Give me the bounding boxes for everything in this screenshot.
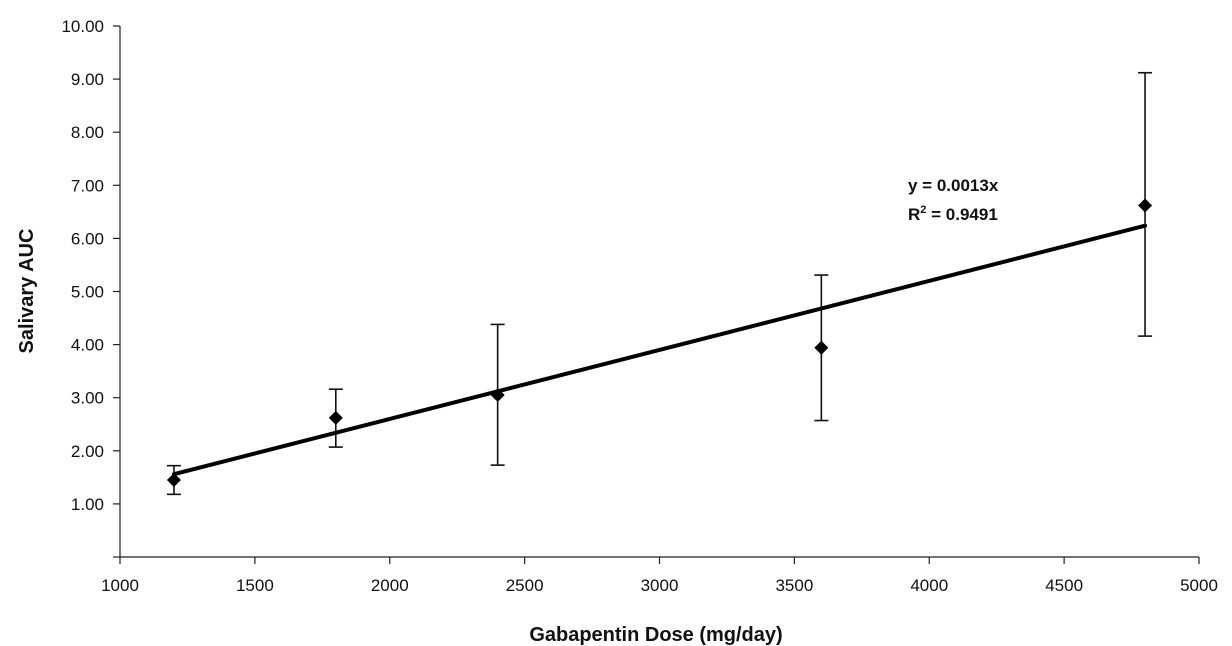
y-tick-label: 2.00: [71, 442, 104, 461]
x-tick-label: 4500: [1045, 576, 1083, 595]
data-point-marker: [1138, 198, 1153, 213]
y-tick-label: 1.00: [71, 495, 104, 514]
data-point-marker: [814, 340, 829, 355]
trendline: [171, 223, 1148, 477]
x-tick-label: 1500: [236, 576, 274, 595]
data-point-group: [490, 323, 505, 466]
y-tick-label: 7.00: [71, 176, 104, 195]
r-squared-label: R2 = 0.9491: [908, 204, 998, 224]
data-point-group: [166, 464, 181, 496]
y-tick-label: 4.00: [71, 336, 104, 355]
x-axis: 1000 1500 2000 2500 3000 3500 4000 4500 5000: [101, 556, 1218, 595]
y-tick-label: 10.00: [61, 17, 104, 36]
y-axis-title: Salivary AUC: [16, 229, 38, 354]
x-tick-label: 1000: [101, 576, 139, 595]
x-tick-label: 4000: [910, 576, 948, 595]
data-points: [166, 71, 1153, 496]
data-point-group: [814, 274, 829, 422]
data-point-group: [328, 388, 343, 448]
x-axis-title: Gabapentin Dose (mg/day): [529, 624, 782, 646]
y-tick-label: 9.00: [71, 70, 104, 89]
data-point-marker: [328, 410, 343, 425]
data-point-marker: [490, 388, 505, 403]
x-tick-label: 3500: [775, 576, 813, 595]
y-tick-label: 6.00: [71, 229, 104, 248]
x-tick-label: 2000: [371, 576, 409, 595]
data-point-marker: [166, 473, 181, 488]
x-tick-label: 5000: [1180, 576, 1218, 595]
y-tick-label: 3.00: [71, 389, 104, 408]
y-tick-label: 8.00: [71, 123, 104, 142]
y-axis: 1.00 2.00 3.00 4.00 5.00 6.00 7.00 8.00 9.00 10.0…: [61, 17, 121, 558]
trendline-equation: y = 0.0013x: [908, 176, 999, 195]
x-tick-label: 3000: [641, 576, 679, 595]
data-point-group: [1138, 71, 1153, 337]
y-tick-label: 5.00: [71, 283, 104, 302]
trendline-group: [171, 223, 1148, 477]
x-tick-label: 2500: [506, 576, 544, 595]
